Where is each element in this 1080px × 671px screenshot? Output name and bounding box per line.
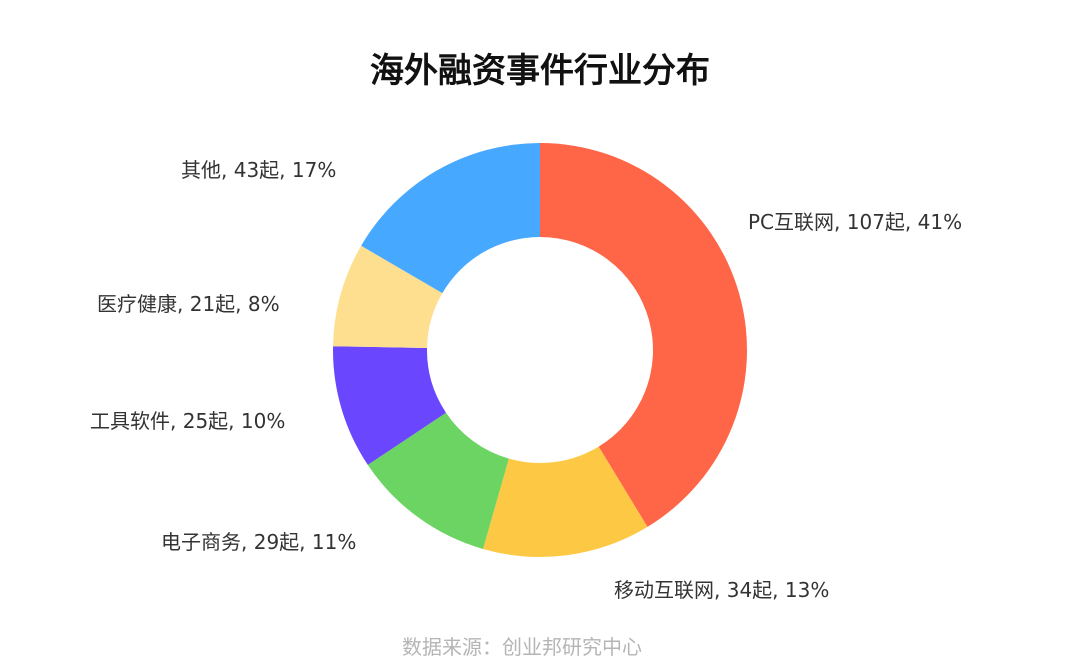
- donut-slices: [333, 143, 748, 557]
- slice-0: [540, 143, 748, 527]
- slice-1: [482, 446, 648, 557]
- slice-label-1: 移动互联网, 34起, 13%: [614, 578, 829, 602]
- slice-3: [333, 346, 446, 465]
- slice-5: [361, 143, 540, 294]
- slice-label-5: 其他, 43起, 17%: [181, 158, 336, 182]
- slice-label-0: PC互联网, 107起, 41%: [748, 210, 962, 234]
- source-note: 数据来源：创业邦研究中心: [402, 635, 642, 659]
- slice-label-2: 电子商务, 29起, 11%: [161, 530, 356, 554]
- slice-label-4: 医疗健康, 21起, 8%: [97, 292, 280, 316]
- slice-4: [333, 245, 443, 348]
- chart-title: 海外融资事件行业分布: [370, 51, 710, 91]
- slice-2: [367, 412, 509, 549]
- slice-label-3: 工具软件, 25起, 10%: [90, 409, 285, 433]
- slice-labels: PC互联网, 107起, 41% 移动互联网, 34起, 13% 电子商务, 29起…: [90, 158, 962, 602]
